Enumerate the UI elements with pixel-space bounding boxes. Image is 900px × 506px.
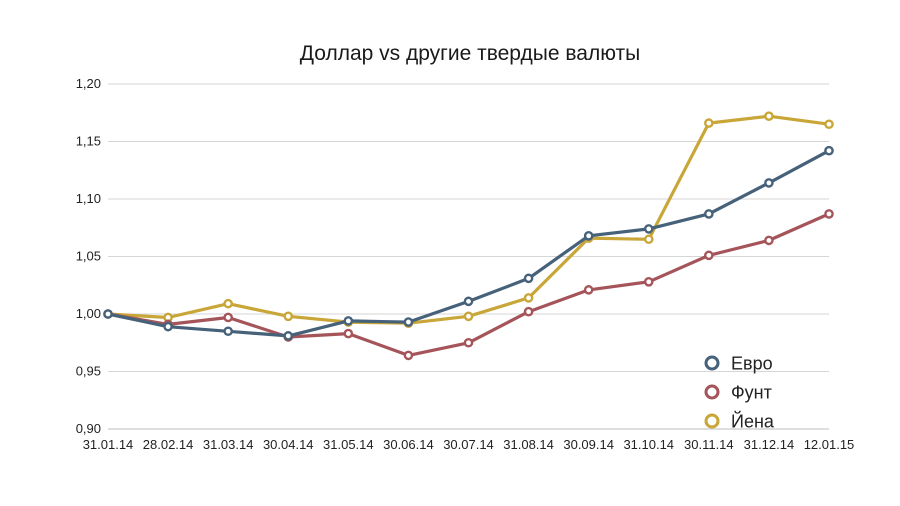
x-tick-label: 30.11.14	[684, 437, 734, 452]
data-point	[223, 312, 233, 323]
x-tick-label: 30.07.14	[443, 437, 494, 452]
series-line	[106, 149, 831, 338]
x-tick-label: 31.05.14	[323, 437, 374, 452]
y-tick-label: 0,95	[76, 364, 101, 379]
data-point	[764, 235, 774, 246]
data-point	[704, 118, 714, 128]
data-point	[643, 234, 654, 245]
grid-lines	[108, 83, 829, 430]
y-tick-label: 1,00	[76, 306, 101, 321]
data-point	[643, 224, 654, 234]
data-point	[523, 306, 534, 317]
data-point	[704, 250, 714, 261]
data-point	[343, 328, 354, 339]
data-point	[583, 285, 594, 295]
y-tick-label: 0,90	[76, 421, 101, 436]
legend-label: Евро	[731, 354, 773, 374]
data-point	[523, 293, 534, 303]
legend-label: Йена	[731, 411, 775, 432]
legend-label: Фунт	[731, 383, 772, 403]
data-point	[343, 316, 354, 326]
x-tick-label: 12.01.15	[804, 437, 855, 452]
chart-title: Доллар vs другие твердые валюты	[300, 42, 640, 65]
data-point	[824, 119, 834, 130]
y-tick-label: 1,10	[76, 191, 101, 206]
data-point	[704, 209, 714, 219]
data-point	[163, 321, 173, 332]
data-point	[764, 111, 774, 121]
data-point	[523, 273, 534, 284]
x-tick-label: 30.04.14	[263, 437, 314, 452]
legend-marker	[704, 413, 720, 429]
data-point	[824, 145, 834, 156]
data-point	[463, 311, 474, 322]
x-tick-label: 31.03.14	[203, 437, 254, 452]
data-point	[824, 209, 834, 219]
x-tick-label: 31.10.14	[623, 437, 674, 452]
y-tick-label: 1,15	[76, 134, 101, 149]
data-point	[463, 296, 474, 307]
legend-marker	[704, 384, 720, 400]
x-tick-label: 31.12.14	[744, 437, 795, 452]
x-tick-label: 31.01.14	[83, 437, 134, 452]
x-tick-label: 28.02.14	[143, 437, 194, 452]
series-line	[106, 114, 831, 325]
data-point	[103, 309, 113, 319]
legend: Евро Фунт Йена	[704, 354, 775, 432]
x-tick-label: 30.09.14	[563, 437, 614, 452]
data-point	[583, 230, 594, 241]
data-point	[403, 317, 414, 327]
series-line	[106, 212, 831, 357]
data-point	[463, 337, 474, 348]
data-point	[643, 276, 654, 287]
series-1	[103, 145, 834, 341]
y-axis-ticks: 0,90 0,95 1,00 1,05 1,10 1,15 1,20	[76, 76, 101, 436]
series-3	[103, 111, 834, 329]
series-2	[103, 209, 834, 361]
data-point	[764, 178, 774, 188]
data-point	[283, 331, 294, 341]
data-point	[223, 298, 233, 309]
x-tick-label: 30.06.14	[383, 437, 434, 452]
legend-marker	[704, 355, 720, 371]
series-lines	[103, 111, 834, 361]
x-tick-label: 31.08.14	[503, 437, 554, 452]
data-point	[283, 311, 294, 322]
data-point	[403, 350, 414, 361]
y-tick-label: 1,05	[76, 249, 101, 264]
y-tick-label: 1,20	[76, 76, 101, 91]
data-point	[223, 326, 233, 337]
x-axis-ticks: 31.01.14 28.02.14 31.03.14 30.04.14 31.05.14…	[83, 437, 855, 452]
